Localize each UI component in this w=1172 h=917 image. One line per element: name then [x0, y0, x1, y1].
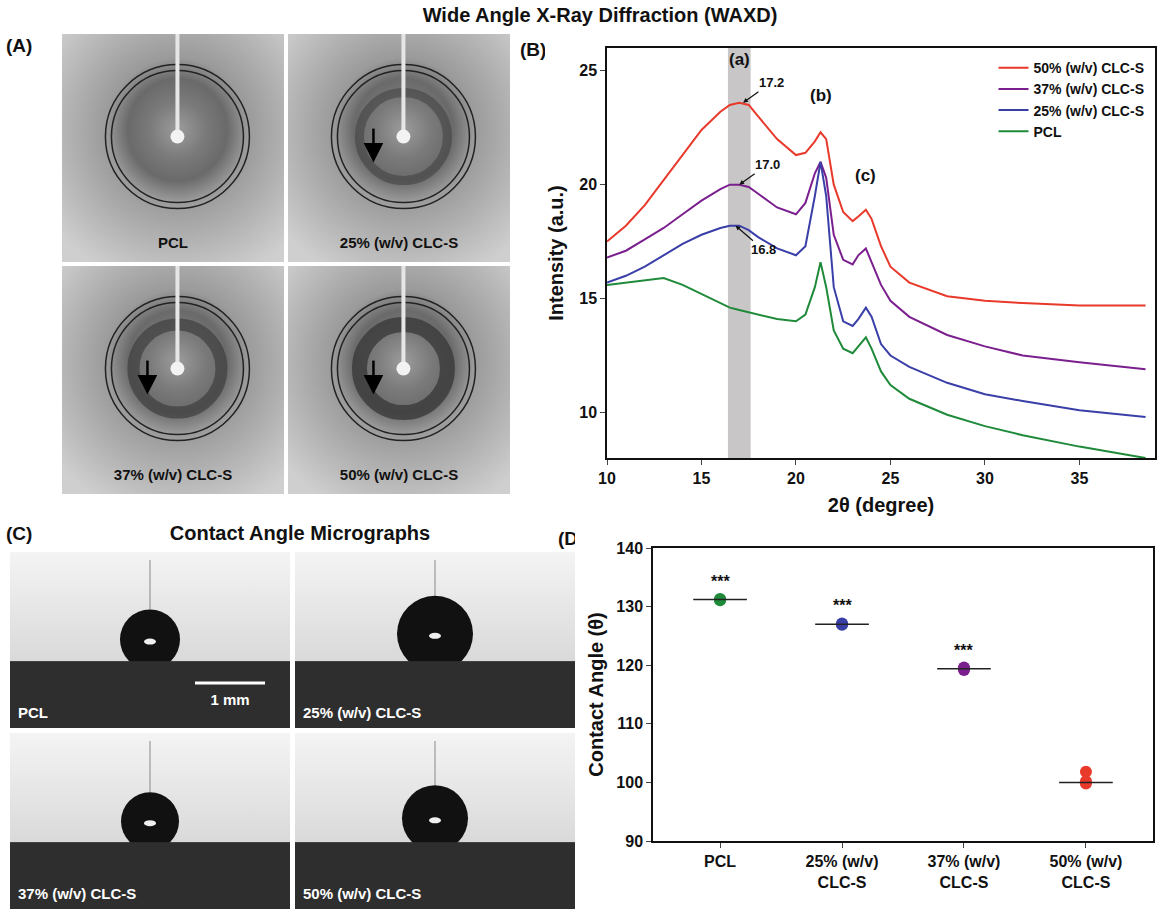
svg-text:(b): (b)	[810, 86, 832, 105]
svg-text:Contact Angle (θ): Contact Angle (θ)	[585, 612, 607, 777]
svg-text:10: 10	[598, 470, 616, 487]
svg-text:30: 30	[976, 470, 994, 487]
svg-text:17.0: 17.0	[755, 157, 780, 172]
svg-text:130: 130	[616, 598, 643, 615]
svg-text:(B): (B)	[520, 39, 546, 60]
svg-text:35: 35	[1071, 470, 1089, 487]
svg-text:25% (w/v)CLC-S: 25% (w/v)CLC-S	[806, 853, 879, 891]
svg-text:50% (w/v)CLC-S: 50% (w/v)CLC-S	[1049, 853, 1122, 891]
svg-text:***: ***	[954, 642, 973, 659]
svg-text:10: 10	[579, 404, 597, 421]
svg-text:PCL: PCL	[158, 234, 188, 251]
svg-text:100: 100	[616, 774, 643, 791]
svg-text:(A): (A)	[6, 35, 32, 56]
svg-text:***: ***	[711, 573, 730, 590]
svg-text:***: ***	[833, 597, 852, 614]
svg-text:50% (w/v) CLC-S: 50% (w/v) CLC-S	[1034, 60, 1144, 76]
svg-text:Wide Angle X-Ray Diffraction (: Wide Angle X-Ray Diffraction (WAXD)	[423, 4, 778, 26]
svg-text:(C): (C)	[6, 523, 32, 544]
svg-text:140: 140	[616, 540, 643, 557]
svg-text:(a): (a)	[729, 50, 750, 69]
svg-text:25% (w/v) CLC-S: 25% (w/v) CLC-S	[1034, 103, 1144, 119]
svg-text:25% (w/v) CLC-S: 25% (w/v) CLC-S	[340, 234, 458, 251]
svg-text:16.8: 16.8	[751, 242, 776, 257]
svg-text:PCL: PCL	[18, 704, 48, 721]
svg-text:25: 25	[579, 62, 597, 79]
svg-text:15: 15	[579, 290, 597, 307]
svg-text:(D): (D)	[558, 528, 584, 549]
svg-text:50% (w/v) CLC-S: 50% (w/v) CLC-S	[303, 885, 421, 902]
svg-text:37% (w/v) CLC-S: 37% (w/v) CLC-S	[114, 466, 232, 483]
svg-text:Contact Angle Micrographs: Contact Angle Micrographs	[170, 522, 430, 544]
svg-text:20: 20	[579, 176, 597, 193]
svg-text:17.2: 17.2	[759, 75, 784, 90]
svg-text:Intensity (a.u.): Intensity (a.u.)	[545, 185, 567, 321]
svg-text:110: 110	[617, 715, 643, 732]
svg-text:50% (w/v) CLC-S: 50% (w/v) CLC-S	[340, 466, 458, 483]
svg-text:15: 15	[693, 470, 711, 487]
svg-text:37% (w/v) CLC-S: 37% (w/v) CLC-S	[18, 885, 136, 902]
svg-text:120: 120	[616, 657, 643, 674]
svg-text:25% (w/v) CLC-S: 25% (w/v) CLC-S	[303, 704, 421, 721]
svg-text:2θ (degree): 2θ (degree)	[828, 494, 934, 516]
svg-text:(c): (c)	[855, 166, 876, 185]
svg-text:90: 90	[625, 833, 643, 850]
svg-text:PCL: PCL	[704, 853, 736, 870]
svg-text:37% (w/v)CLC-S: 37% (w/v)CLC-S	[928, 853, 1001, 891]
svg-text:20: 20	[787, 470, 805, 487]
svg-text:37% (w/v) CLC-S: 37% (w/v) CLC-S	[1034, 81, 1144, 97]
svg-text:PCL: PCL	[1034, 124, 1062, 140]
svg-text:25: 25	[882, 470, 900, 487]
svg-text:1 mm: 1 mm	[210, 691, 249, 708]
